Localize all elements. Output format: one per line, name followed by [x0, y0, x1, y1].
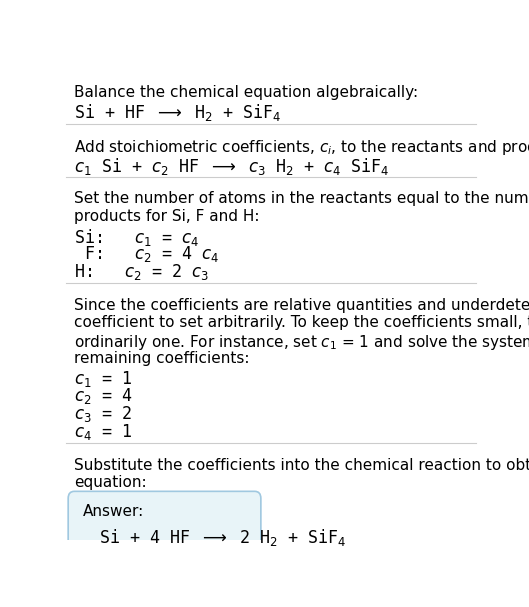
Text: coefficient to set arbitrarily. To keep the coefficients small, the arbitrary va: coefficient to set arbitrarily. To keep … — [74, 316, 529, 330]
Text: Add stoichiometric coefficients, $c_i$, to the reactants and products:: Add stoichiometric coefficients, $c_i$, … — [74, 138, 529, 157]
Text: $c_2$ = 4: $c_2$ = 4 — [74, 387, 133, 407]
Text: Set the number of atoms in the reactants equal to the number of atoms in the: Set the number of atoms in the reactants… — [74, 191, 529, 206]
Text: $c_1$ Si + $c_2$ HF $\longrightarrow$ $c_3$ H$_2$ + $c_4$ SiF$_4$: $c_1$ Si + $c_2$ HF $\longrightarrow$ $c… — [74, 155, 390, 177]
Text: Si + HF $\longrightarrow$ H$_2$ + SiF$_4$: Si + HF $\longrightarrow$ H$_2$ + SiF$_4… — [74, 103, 282, 123]
Text: Balance the chemical equation algebraically:: Balance the chemical equation algebraica… — [74, 84, 418, 100]
Text: H:   $c_2$ = 2 $c_3$: H: $c_2$ = 2 $c_3$ — [74, 262, 209, 282]
Text: $c_1$ = 1: $c_1$ = 1 — [74, 368, 132, 388]
Text: F:   $c_2$ = 4 $c_4$: F: $c_2$ = 4 $c_4$ — [74, 245, 220, 265]
Text: ordinarily one. For instance, set $c_1$ = 1 and solve the system of equations fo: ordinarily one. For instance, set $c_1$ … — [74, 333, 529, 352]
Text: Si + 4 HF $\longrightarrow$ 2 H$_2$ + SiF$_4$: Si + 4 HF $\longrightarrow$ 2 H$_2$ + Si… — [99, 527, 346, 548]
Text: $c_4$ = 1: $c_4$ = 1 — [74, 422, 132, 442]
Text: Si:   $c_1$ = $c_4$: Si: $c_1$ = $c_4$ — [74, 226, 199, 248]
FancyBboxPatch shape — [68, 491, 261, 569]
Text: equation:: equation: — [74, 475, 147, 490]
Text: remaining coefficients:: remaining coefficients: — [74, 351, 250, 366]
Text: Substitute the coefficients into the chemical reaction to obtain the balanced: Substitute the coefficients into the che… — [74, 458, 529, 472]
Text: $c_3$ = 2: $c_3$ = 2 — [74, 404, 132, 424]
Text: Answer:: Answer: — [83, 504, 144, 519]
Text: products for Si, F and H:: products for Si, F and H: — [74, 209, 260, 224]
Text: Since the coefficients are relative quantities and underdetermined, choose a: Since the coefficients are relative quan… — [74, 297, 529, 313]
